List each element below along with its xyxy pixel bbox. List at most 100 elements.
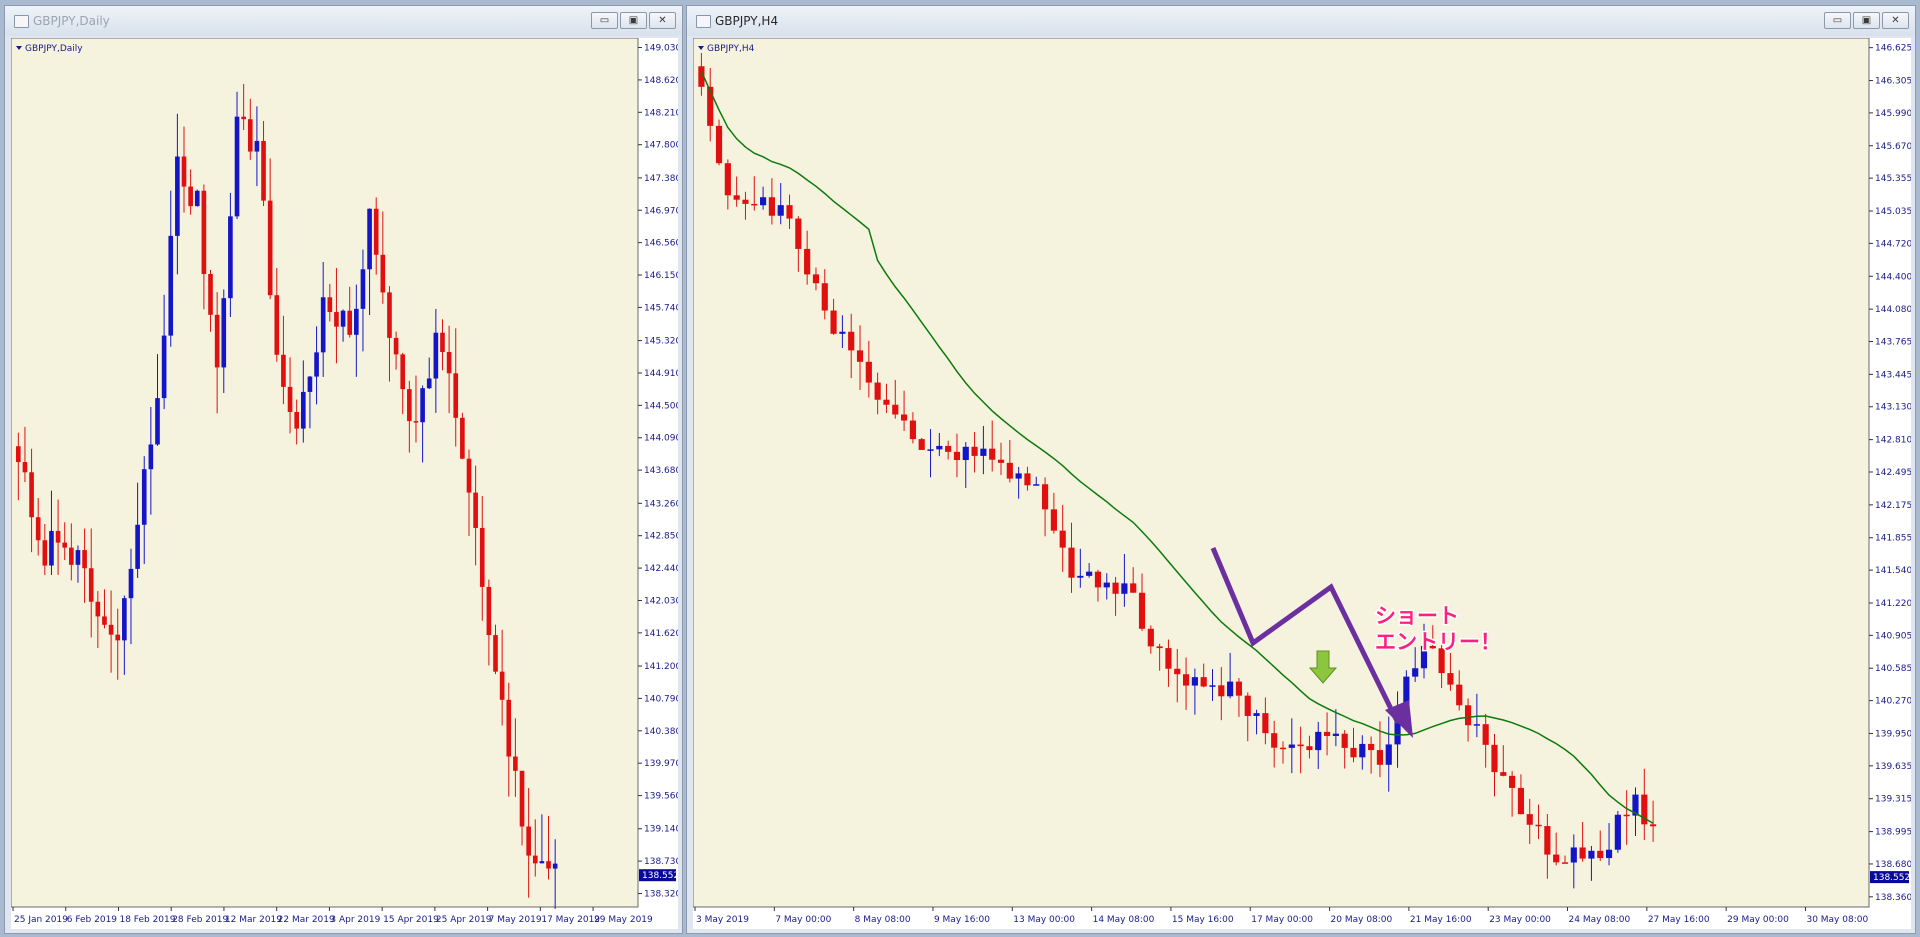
y-tick-label: 147.380 — [644, 174, 678, 184]
candle — [426, 357, 432, 390]
candle — [294, 399, 299, 445]
y-tick-label: 140.790 — [644, 694, 678, 704]
maximize-button[interactable]: ▣ — [1853, 12, 1880, 29]
h4-candlestick-chart[interactable]: GBPJPY,H4 146.625 146.305 145.990 145.670 145… — [693, 38, 1911, 929]
close-button[interactable]: ✕ — [649, 12, 676, 29]
minimize-button[interactable]: ▭ — [591, 12, 618, 29]
x-tick-label: 8 May 08:00 — [855, 915, 911, 925]
candle-body — [254, 140, 260, 152]
candle-body — [821, 283, 828, 311]
candle — [1130, 567, 1137, 593]
dropdown-triangle-icon[interactable] — [698, 46, 704, 50]
candle — [1526, 798, 1533, 844]
candle — [1103, 573, 1110, 600]
candle-body — [1359, 743, 1366, 758]
candle-body — [715, 125, 723, 164]
close-button[interactable]: ✕ — [1882, 12, 1909, 29]
candle — [1156, 643, 1163, 671]
chart-window-h4[interactable]: GBPJPY,H4 ▭ ▣ ✕ GBPJPY,H4 146.625 146.305 1… — [686, 5, 1916, 934]
candle — [1561, 855, 1569, 864]
candle — [733, 176, 740, 207]
candle — [347, 286, 353, 338]
candle — [267, 158, 273, 300]
candle — [433, 308, 439, 413]
candle-body — [1288, 744, 1295, 748]
chart-area[interactable]: GBPJPY,Daily 149.030 148.620 148.210 147.800… — [11, 38, 678, 929]
candle-body — [188, 186, 193, 207]
candle-body — [812, 274, 820, 284]
candle — [1323, 712, 1331, 756]
candle-body — [1262, 713, 1269, 734]
daily-candlestick-chart[interactable]: GBPJPY,Daily 149.030 148.620 148.210 147.800… — [11, 38, 678, 929]
candle-body — [1332, 733, 1339, 736]
candle-body — [55, 530, 61, 543]
candle-body — [1253, 713, 1260, 716]
candle-body — [1403, 676, 1410, 715]
candle-body — [42, 540, 48, 566]
candle — [122, 595, 127, 675]
candle — [75, 545, 81, 583]
annotation-line-1: ショート — [1375, 604, 1459, 628]
candle-body — [1182, 674, 1190, 686]
window-title: GBPJPY,H4 — [715, 14, 779, 28]
candle-body — [453, 373, 459, 418]
candle-body — [865, 361, 872, 383]
minimize-button[interactable]: ▭ — [1824, 12, 1851, 29]
candle-body — [1279, 747, 1287, 750]
candle — [1077, 548, 1084, 588]
candle — [115, 608, 121, 680]
candle-body — [1632, 794, 1639, 816]
candle-body — [175, 156, 180, 236]
candle — [1412, 647, 1419, 682]
plot-area[interactable] — [11, 38, 639, 908]
y-tick-label: 146.625 — [1875, 44, 1911, 54]
candle-body — [426, 378, 432, 389]
y-tick-label: 144.400 — [1875, 272, 1911, 282]
candle — [539, 814, 545, 864]
candle — [900, 390, 908, 431]
candle — [108, 590, 114, 673]
candle-body — [1579, 847, 1586, 859]
candle — [234, 91, 240, 220]
candle-body — [1473, 724, 1480, 726]
chart-window-daily[interactable]: GBPJPY,Daily ▭ ▣ ✕ GBPJPY,Daily 149.030 14… — [4, 5, 683, 934]
plot-area[interactable] — [693, 38, 1870, 908]
y-tick-label: 142.495 — [1875, 468, 1911, 478]
candle — [334, 267, 339, 364]
candle-body — [519, 770, 525, 827]
candles — [698, 53, 1657, 889]
window-titlebar[interactable]: GBPJPY,Daily ▭ ▣ ✕ — [5, 6, 682, 36]
candle-body — [1394, 714, 1401, 745]
candle — [1218, 667, 1225, 721]
candle — [1579, 822, 1586, 862]
candle — [513, 718, 518, 797]
candle-body — [29, 472, 34, 518]
candle-body — [839, 331, 846, 334]
candle-body — [1491, 744, 1498, 773]
candle — [1420, 623, 1428, 679]
candle — [1438, 631, 1445, 689]
maximize-button[interactable]: ▣ — [620, 12, 647, 29]
chart-area[interactable]: GBPJPY,H4 146.625 146.305 145.990 145.670 145… — [693, 38, 1911, 929]
candle-body — [486, 586, 492, 636]
candle — [1632, 787, 1639, 837]
y-tick-label: 141.200 — [644, 662, 678, 672]
y-tick-label: 143.130 — [1875, 403, 1911, 413]
y-tick-label: 145.320 — [644, 337, 678, 347]
candle-body — [1050, 509, 1057, 531]
candle — [1147, 625, 1154, 654]
candle — [1059, 504, 1066, 572]
candle — [393, 331, 399, 370]
candle-body — [1059, 530, 1066, 548]
x-tick-label: 14 May 08:00 — [1093, 915, 1155, 925]
dropdown-triangle-icon[interactable] — [16, 46, 22, 50]
candle-body — [883, 399, 890, 405]
y-tick-label: 138.360 — [1875, 893, 1911, 903]
candle — [698, 53, 705, 96]
candle — [936, 432, 943, 457]
window-titlebar[interactable]: GBPJPY,H4 ▭ ▣ ✕ — [687, 6, 1915, 36]
x-tick-label: 21 May 16:00 — [1410, 915, 1472, 925]
y-tick-label: 146.305 — [1875, 77, 1911, 87]
candle — [493, 624, 498, 675]
y-tick-label: 141.855 — [1875, 534, 1911, 544]
